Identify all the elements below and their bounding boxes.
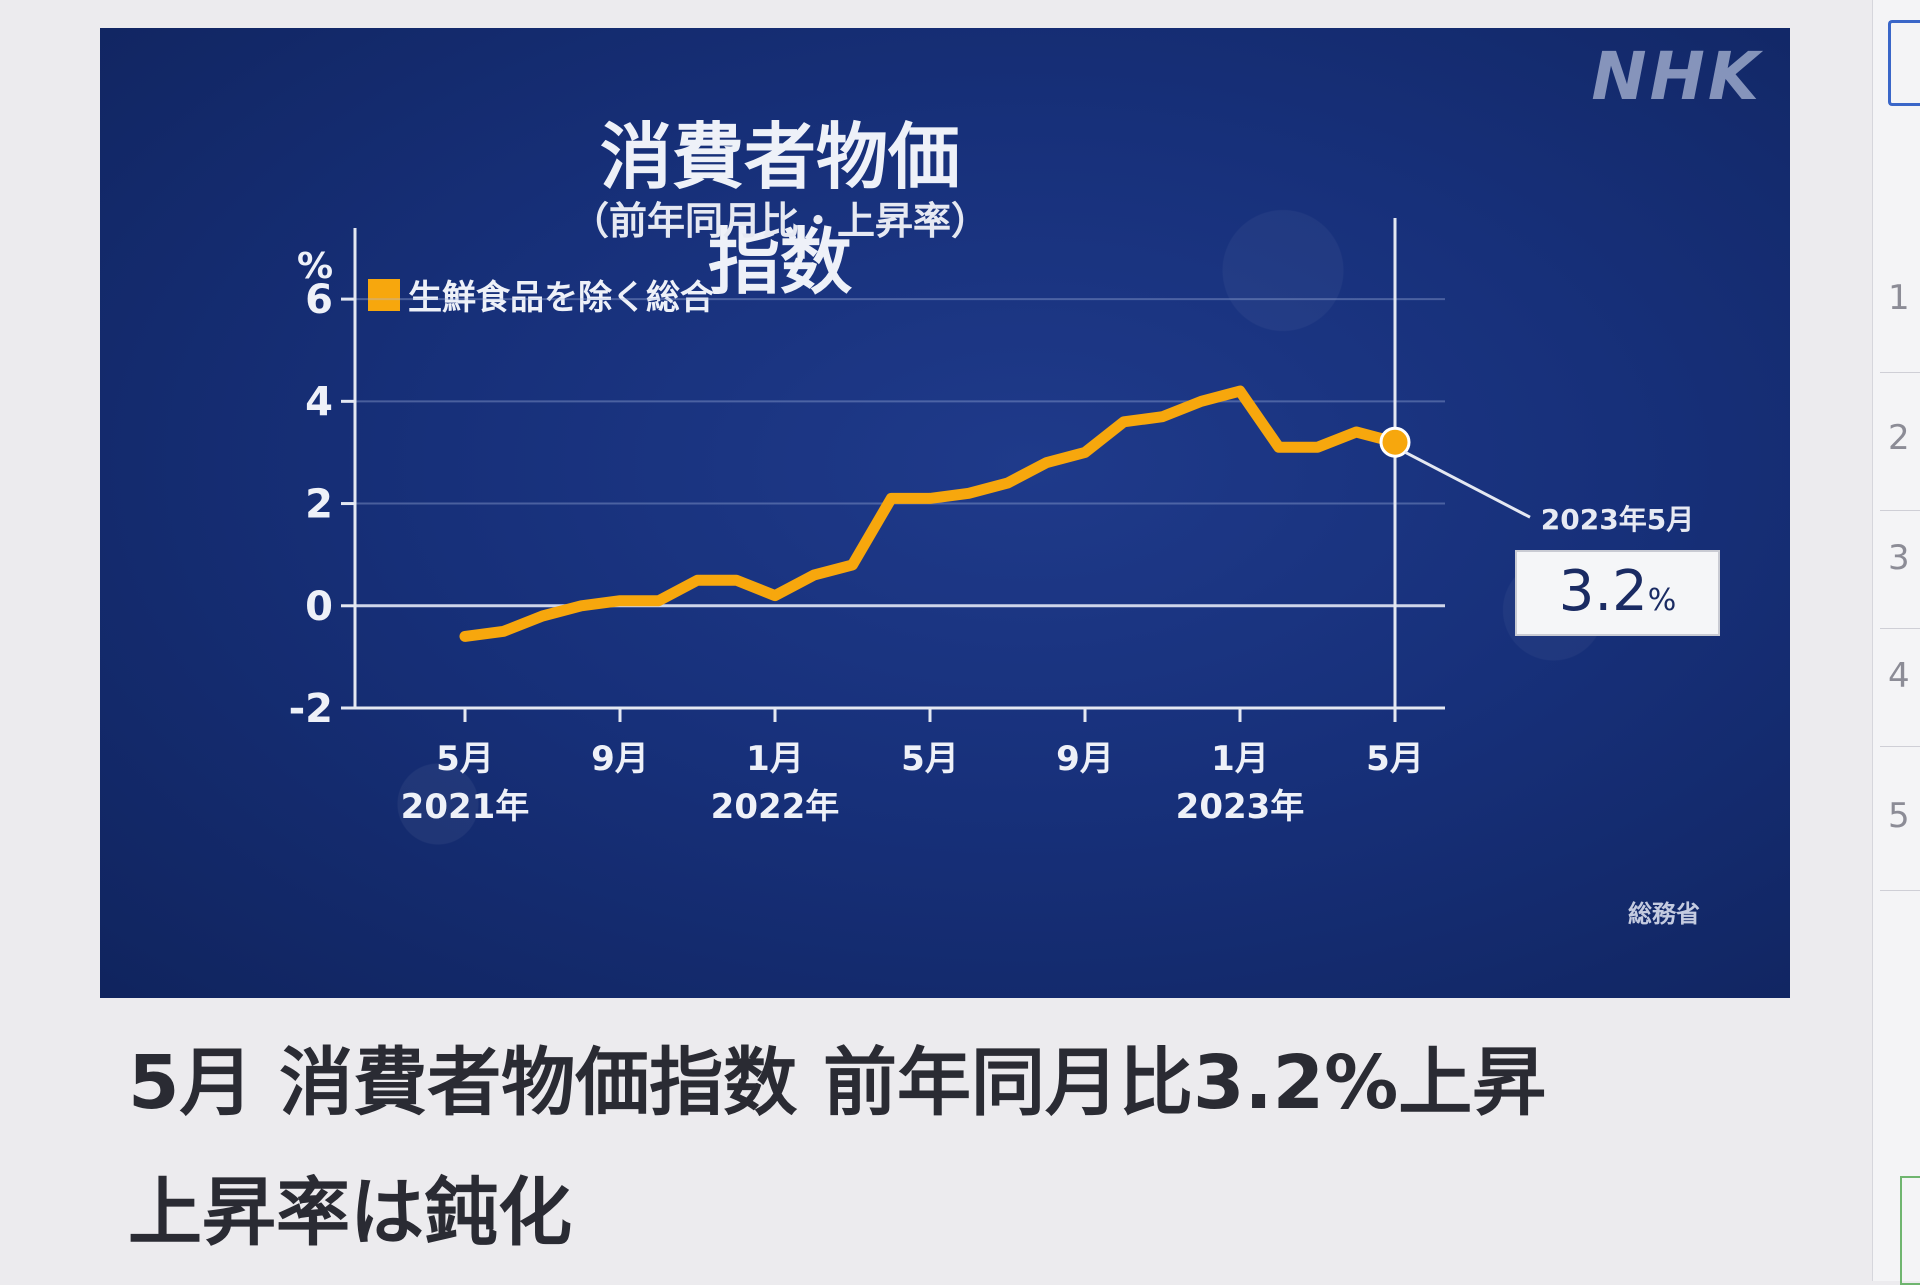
x-tick-label: 9月 — [591, 739, 649, 779]
ranking-number-3[interactable]: 3 — [1888, 538, 1910, 578]
data-point — [1236, 387, 1244, 396]
data-point — [964, 489, 973, 498]
ranking-number-2[interactable]: 2 — [1888, 418, 1910, 458]
x-tick-year-label: 2023年 — [1176, 787, 1305, 827]
ranking-number-5[interactable]: 5 — [1888, 796, 1910, 836]
latest-point — [1379, 426, 1411, 458]
data-point — [732, 576, 741, 585]
divider — [1880, 628, 1920, 629]
divider — [1880, 746, 1920, 747]
y-tick-label: 6 — [305, 277, 333, 323]
data-point — [577, 601, 586, 610]
data-point — [499, 627, 508, 636]
data-point — [1197, 397, 1206, 406]
divider — [1880, 510, 1920, 511]
data-point — [1313, 443, 1322, 452]
data-point — [1352, 428, 1361, 436]
callout-unit: % — [1647, 583, 1677, 618]
data-point — [1003, 479, 1012, 488]
data-point — [848, 560, 857, 569]
x-tick-year-label: 2022年 — [711, 787, 840, 827]
line-plot: -2 0 2 4 6% 5月 2021年 9月 1月 2022年 5月 9月 1月 2023年 5月 — [289, 218, 1531, 827]
callout-date: 2023年5月 — [1540, 503, 1695, 536]
data-point — [926, 494, 934, 503]
x-tick-label: 5月 — [901, 739, 959, 779]
data-point — [809, 571, 818, 580]
data-point — [538, 612, 547, 620]
data-point — [1081, 448, 1089, 457]
data-point — [693, 576, 702, 585]
data-point — [461, 632, 469, 641]
divider — [1880, 890, 1920, 891]
adjacent-widget-frame — [1900, 1176, 1920, 1285]
data-point — [1119, 417, 1128, 426]
article-headline[interactable]: 5月 消費者物価指数 前年同月比3.2%上昇 上昇率は鈍化 — [128, 1018, 1778, 1278]
x-tick-label: 1月 — [746, 739, 804, 779]
data-point — [887, 494, 896, 503]
callout-leader-line — [1404, 450, 1531, 519]
adjacent-panel-frame — [1888, 20, 1920, 106]
callout-value: 3.2 — [1558, 559, 1648, 624]
divider — [1880, 372, 1920, 373]
callout-box: 3.2 % — [1515, 550, 1720, 636]
headline-line-2[interactable]: 上昇率は鈍化 — [128, 1170, 572, 1256]
x-tick-label: 5月 — [436, 739, 494, 779]
chart-subtitle: （前年同月比・上昇率） — [570, 199, 989, 243]
y-tick-label: 0 — [305, 584, 333, 630]
data-point — [616, 596, 624, 605]
x-tick-label: 9月 — [1056, 739, 1114, 779]
chart-source: 総務省 — [1628, 900, 1700, 928]
chart-legend: 生鮮食品を除く総合 — [368, 270, 714, 319]
x-tick-label: 1月 — [1211, 739, 1269, 779]
y-tick-label: 2 — [305, 482, 333, 528]
y-axis-label: % — [297, 246, 333, 287]
ranking-number-1[interactable]: 1 — [1888, 278, 1910, 318]
chart-image[interactable]: NHK 消費者物価指数 （前年同月比・上昇率） 生鮮食品を除く総合 -2 0 2 4 6… — [100, 28, 1790, 998]
latest-value-callout: 2023年5月 3.2 % — [1515, 498, 1720, 636]
data-point — [1274, 443, 1283, 452]
x-tick-year-label: 2021年 — [401, 787, 530, 827]
x-tick-label: 5月 — [1366, 739, 1424, 779]
headline-line-1[interactable]: 5月 消費者物価指数 前年同月比3.2%上昇 — [128, 1040, 1547, 1126]
legend-label: 生鮮食品を除く総合 — [408, 278, 714, 318]
data-point — [1158, 412, 1167, 421]
data-point — [1042, 458, 1051, 467]
data-point — [654, 596, 663, 605]
y-tick-label: 4 — [305, 379, 333, 425]
y-tick-label: -2 — [289, 686, 333, 732]
series-line — [459, 385, 1401, 642]
data-point — [771, 591, 779, 600]
ranking-number-4[interactable]: 4 — [1888, 656, 1910, 696]
legend-swatch — [368, 278, 400, 311]
adjacent-panel-edge — [1872, 0, 1920, 1281]
nhk-logo: NHK — [1591, 38, 1762, 115]
chart-title: 消費者物価指数 — [599, 115, 960, 304]
panel-texture — [100, 28, 1790, 998]
